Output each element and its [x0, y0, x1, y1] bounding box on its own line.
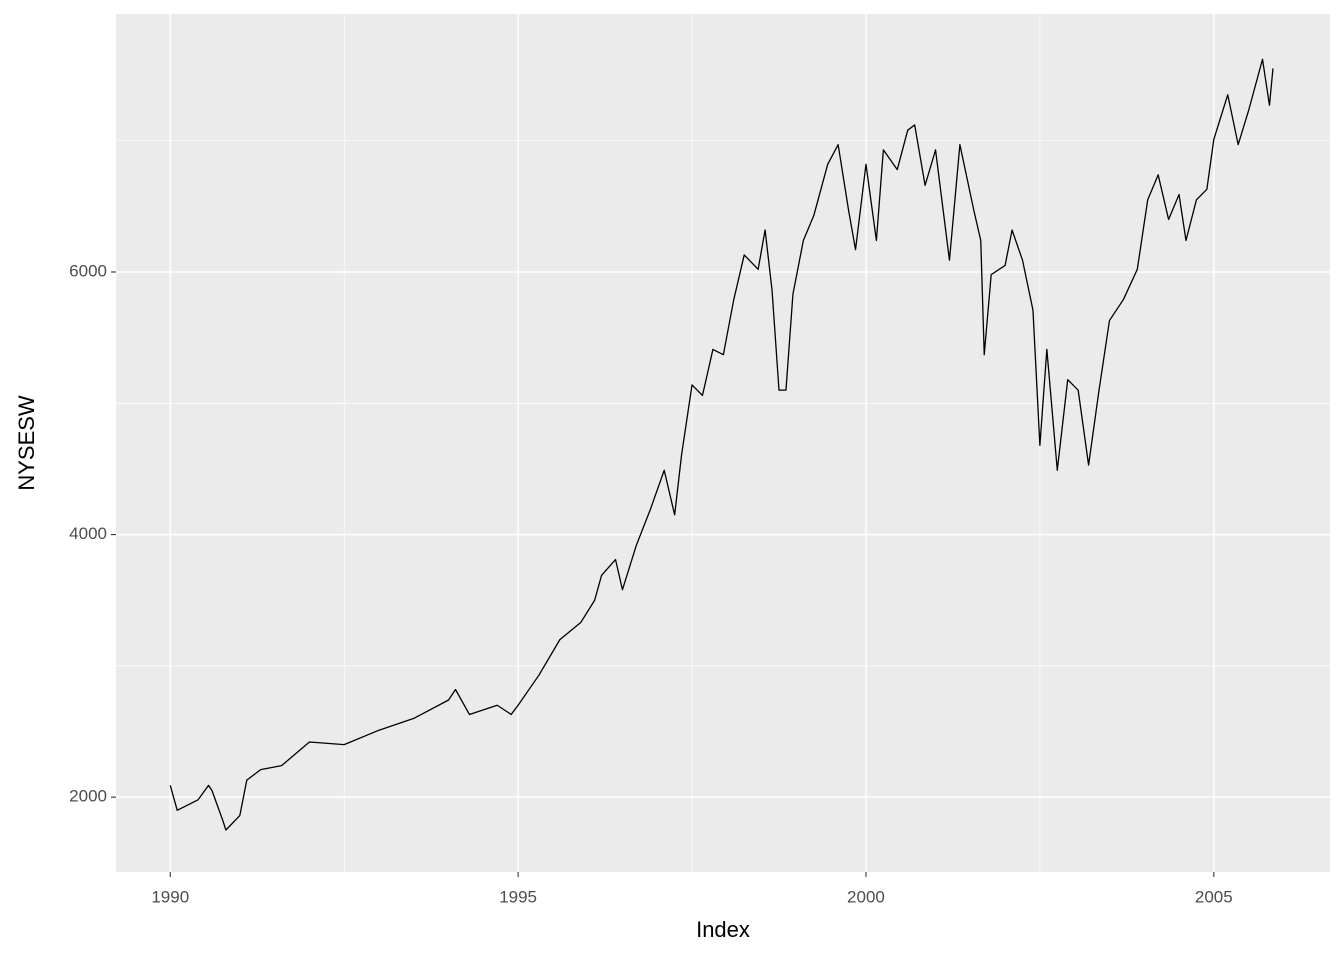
- y-tick-label: 6000: [69, 261, 107, 280]
- panel: [116, 14, 1330, 872]
- x-tick-label: 2000: [847, 887, 885, 906]
- y-axis-title: NYSESW: [14, 395, 39, 491]
- x-tick-label: 1990: [151, 887, 189, 906]
- y-tick-label: 4000: [69, 524, 107, 543]
- x-tick-label: 2005: [1195, 887, 1233, 906]
- x-tick-label: 1995: [499, 887, 537, 906]
- y-tick-label: 2000: [69, 787, 107, 806]
- line: [169, 58, 1274, 831]
- x-axis-title: Index: [696, 917, 750, 942]
